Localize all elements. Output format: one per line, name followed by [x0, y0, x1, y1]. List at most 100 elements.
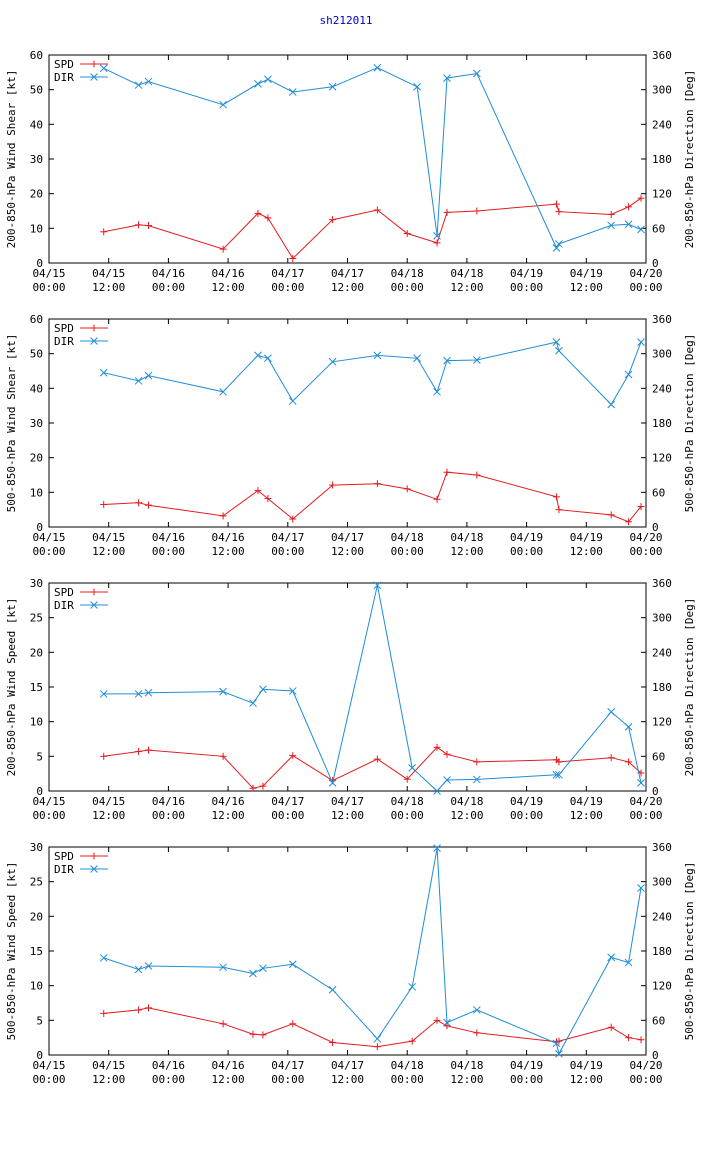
series-spd-point — [625, 758, 633, 766]
y-left-tick-label: 50 — [30, 348, 43, 361]
y-left-tick-label: 10 — [30, 980, 43, 993]
series-dir-point-d2 — [288, 397, 297, 405]
x-tick-date-label: 04/16 — [152, 267, 185, 280]
x-tick-date-label: 04/17 — [271, 267, 304, 280]
series-spd-point — [607, 210, 615, 218]
series-dir-point — [555, 770, 563, 779]
series-dir-point-d2 — [99, 954, 108, 962]
series-dir-point — [373, 1034, 382, 1043]
legend-marker-spd — [90, 588, 98, 596]
series-dir-point-d2 — [99, 64, 108, 73]
series-dir-point — [624, 220, 633, 229]
x-tick-time-label: 12:00 — [331, 1073, 364, 1086]
y-left-tick-label: 30 — [30, 577, 43, 590]
series-dir-point — [134, 81, 143, 89]
series-spd-line — [103, 746, 642, 789]
x-tick-date-label: 04/19 — [570, 1059, 603, 1072]
series-spd-point — [637, 194, 645, 202]
y-left-tick-label: 10 — [30, 222, 43, 235]
series-spd-point — [473, 758, 481, 766]
series-spd-point — [555, 758, 563, 766]
y-left-tick-label: 10 — [30, 486, 43, 499]
series-dir-point — [99, 690, 108, 698]
legend-label-spd: SPD — [54, 586, 74, 599]
y-left-tick-label: 5 — [36, 1014, 43, 1027]
series-spd-point — [552, 200, 560, 208]
series-dir-point-d2 — [472, 775, 481, 784]
series-dir-line — [103, 341, 642, 406]
series-dir-point — [624, 370, 633, 379]
series-dir-point-d2 — [413, 82, 422, 91]
x-tick-date-label: 04/18 — [391, 267, 424, 280]
series-dir-point-d2 — [254, 80, 262, 88]
series-dir-point-d2 — [637, 884, 645, 892]
series-spd-point — [433, 743, 441, 751]
y-left-tick-label: 10 — [30, 716, 43, 729]
x-tick-time-label: 12:00 — [212, 545, 245, 558]
y-right-tick-label: 360 — [652, 841, 672, 854]
series-dir-point — [433, 387, 441, 396]
series-spd-point — [135, 221, 143, 229]
series-spd-point — [555, 208, 563, 216]
series-dir-point — [433, 231, 441, 240]
x-tick-date-label: 04/19 — [510, 531, 543, 544]
x-tick-date-label: 04/15 — [32, 531, 65, 544]
series-dir-point — [472, 1006, 481, 1014]
panel-1: 010203040506006012018024030036004/1500:0… — [5, 49, 696, 294]
series-dir-point — [555, 346, 563, 355]
series-spd-point — [254, 487, 262, 495]
y-right-tick-label: 300 — [652, 876, 672, 889]
y-left-tick-label: 20 — [30, 452, 43, 465]
series-dir-point — [637, 884, 645, 892]
y-left-tick-label: 30 — [30, 153, 43, 166]
y-right-tick-label: 120 — [652, 980, 672, 993]
series-dir-point-d2 — [433, 387, 441, 396]
x-tick-time-label: 00:00 — [629, 809, 662, 822]
series-dir-point-d2 — [552, 1039, 561, 1048]
y-left-axis-label: 500-850-hPa Wind Shear [kt] — [5, 334, 18, 513]
x-tick-date-label: 04/19 — [510, 1059, 543, 1072]
x-tick-time-label: 00:00 — [629, 281, 662, 294]
series-dir-point — [288, 687, 297, 695]
series-dir-point-d2 — [99, 368, 108, 377]
series-dir-point-d2 — [555, 1049, 563, 1058]
series-spd-point — [443, 208, 451, 216]
x-tick-time-label: 12:00 — [331, 545, 364, 558]
series-dir-line — [103, 67, 642, 250]
series-dir-point — [607, 707, 616, 716]
series-spd-point — [219, 512, 227, 520]
series-spd-point — [100, 500, 108, 508]
x-tick-date-label: 04/18 — [391, 531, 424, 544]
panel-3: 05101520253006012018024030036004/1500:00… — [5, 577, 696, 822]
y-right-tick-label: 240 — [652, 646, 672, 659]
x-tick-date-label: 04/15 — [32, 1059, 65, 1072]
series-spd-point — [289, 254, 297, 262]
x-tick-date-label: 04/17 — [271, 795, 304, 808]
series-dir-point-d2 — [134, 965, 143, 974]
x-tick-date-label: 04/20 — [629, 1059, 662, 1072]
x-tick-time-label: 00:00 — [391, 1073, 424, 1086]
series-dir-point-d2 — [555, 770, 563, 779]
x-tick-date-label: 04/17 — [331, 531, 364, 544]
x-tick-time-label: 00:00 — [391, 545, 424, 558]
series-spd-point — [443, 468, 451, 476]
legend-marker-dir-d2 — [90, 73, 98, 81]
series-spd-point — [249, 1030, 257, 1038]
series-dir-point — [413, 354, 422, 363]
series-spd-point — [373, 1043, 381, 1051]
series-dir-point — [443, 776, 451, 784]
y-right-tick-label: 120 — [652, 188, 672, 201]
x-tick-time-label: 00:00 — [510, 545, 543, 558]
x-tick-time-label: 12:00 — [92, 1073, 125, 1086]
series-dir-point-d2 — [134, 81, 143, 89]
x-tick-date-label: 04/19 — [570, 267, 603, 280]
legend-marker-dir — [90, 865, 98, 873]
series-spd-point — [329, 216, 337, 224]
legend-marker-spd — [90, 60, 98, 68]
series-dir-point — [134, 690, 143, 698]
x-tick-time-label: 12:00 — [570, 809, 603, 822]
series-dir-point — [637, 779, 645, 787]
series-dir-point — [219, 100, 227, 109]
x-tick-time-label: 00:00 — [271, 545, 304, 558]
x-tick-date-label: 04/16 — [212, 531, 245, 544]
